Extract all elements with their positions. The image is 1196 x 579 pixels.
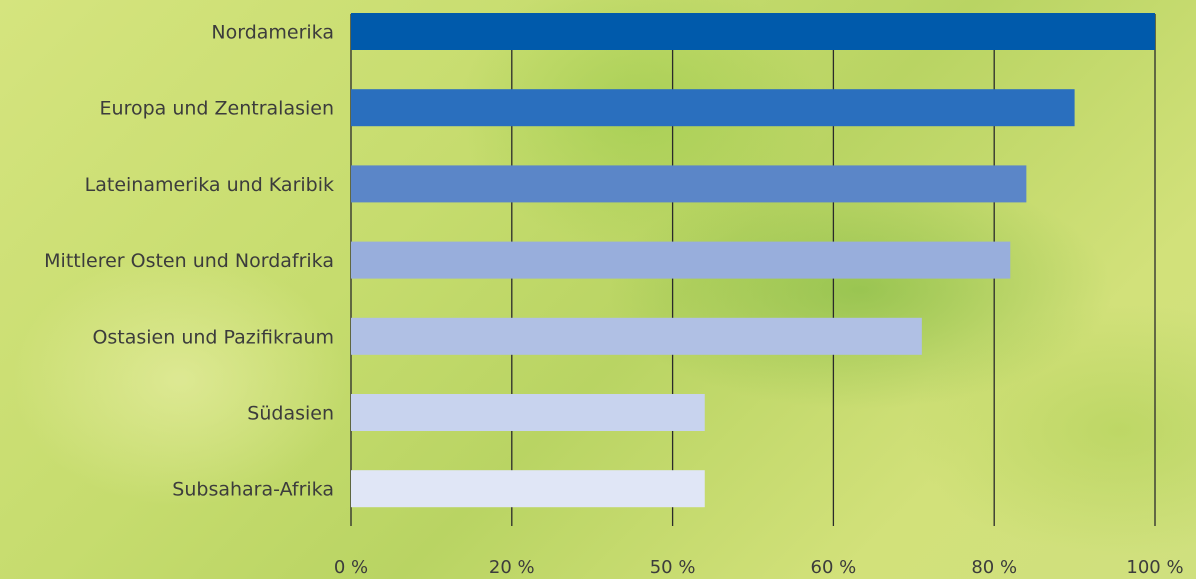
x-tick-labels: 0 % 20 % 50 % 60 % 80 % 100 % xyxy=(334,557,1184,578)
category-label: Subsahara-Afrika xyxy=(172,479,334,501)
bar xyxy=(351,165,1027,203)
x-tick-label: 20 % xyxy=(489,557,535,578)
bars xyxy=(351,13,1155,508)
bar xyxy=(351,470,705,508)
bar xyxy=(351,317,922,355)
x-tick-label: 0 % xyxy=(334,557,368,578)
category-label: Mittlerer Osten und Nordafrika xyxy=(44,250,334,272)
category-label: Nordamerika xyxy=(211,22,334,44)
category-label: Ostasien und Pazifikraum xyxy=(92,326,334,348)
category-labels: Nordamerika Europa und Zentralasien Latein… xyxy=(44,22,334,501)
category-label: Europa und Zentralasien xyxy=(100,98,334,120)
bar xyxy=(351,241,1011,279)
category-label: Südasien xyxy=(247,403,334,425)
bar xyxy=(351,394,705,431)
x-tick-label: 60 % xyxy=(811,557,857,578)
x-tick-label: 50 % xyxy=(650,557,696,578)
x-tick-label: 100 % xyxy=(1126,557,1183,578)
x-tick-label: 80 % xyxy=(971,557,1017,578)
category-label: Lateinamerika und Karibik xyxy=(85,174,334,196)
bar xyxy=(351,89,1075,127)
bar xyxy=(351,13,1155,50)
